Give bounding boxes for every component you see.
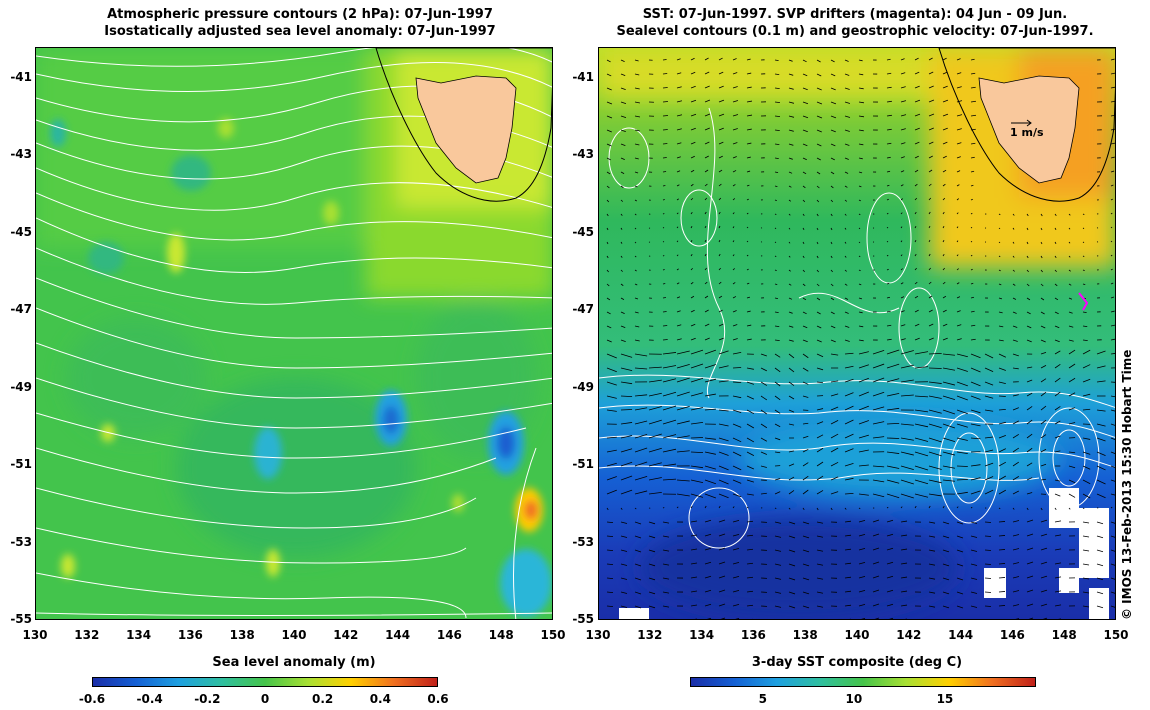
tasmania-landmass bbox=[415, 75, 517, 184]
right-colorbar-tick: 10 bbox=[845, 692, 863, 706]
left-xtick: 140 bbox=[281, 628, 307, 642]
right-title-line1: SST: 07-Jun-1997. SVP drifters (magenta)… bbox=[642, 7, 1068, 22]
right-colorbar-title: 3-day SST composite (deg C) bbox=[751, 655, 963, 670]
right-ytick: -51 bbox=[572, 457, 594, 472]
right-xtick: 138 bbox=[792, 628, 818, 642]
tasmania-coast-right bbox=[938, 48, 1115, 202]
right-ytick: -55 bbox=[572, 612, 594, 626]
right-ytick: -49 bbox=[572, 379, 594, 394]
left-xtick: 148 bbox=[488, 628, 514, 642]
left-colorbar-tick: -0.2 bbox=[194, 692, 221, 706]
reference-vector bbox=[1011, 119, 1032, 127]
right-xtick: 136 bbox=[740, 628, 766, 642]
left-ytick: -41 bbox=[10, 69, 32, 84]
right-xtick: 132 bbox=[637, 628, 663, 642]
left-ytick: -51 bbox=[10, 457, 32, 472]
right-xtick: 144 bbox=[948, 628, 974, 642]
reference-vector-label: 1 m/s bbox=[1010, 126, 1044, 139]
right-colorbar-tick: 15 bbox=[936, 692, 954, 706]
sea-level-anomaly-svg bbox=[36, 48, 552, 619]
left-ytick: -47 bbox=[10, 302, 32, 317]
sst-svg bbox=[599, 48, 1115, 619]
sst-colorbar bbox=[690, 677, 1036, 687]
svp-drifter-track bbox=[1078, 292, 1089, 311]
geostrophic-velocity-vectors bbox=[606, 57, 1115, 619]
left-colorbar-tick: 0.2 bbox=[312, 692, 334, 706]
sea-level-colorbar bbox=[92, 677, 438, 687]
left-xtick: 142 bbox=[333, 628, 359, 642]
left-colorbar-tick: 0.6 bbox=[427, 692, 449, 706]
right-ytick: -41 bbox=[572, 69, 594, 84]
right-ytick: -53 bbox=[572, 534, 594, 549]
left-colorbar-tick: 0.4 bbox=[369, 692, 391, 706]
left-xtick: 146 bbox=[436, 628, 462, 642]
right-xtick: 142 bbox=[896, 628, 922, 642]
left-panel-title: Atmospheric pressure contours (2 hPa): 0… bbox=[20, 6, 580, 40]
right-xtick: 148 bbox=[1051, 628, 1077, 642]
tasmania-landmass-right bbox=[978, 75, 1080, 184]
left-xtick: 134 bbox=[126, 628, 152, 642]
left-ytick: -55 bbox=[10, 612, 32, 626]
left-xtick: 150 bbox=[540, 628, 566, 642]
sst-velocity-map bbox=[598, 47, 1116, 620]
right-title-line2: Sealevel contours (0.1 m) and geostrophi… bbox=[616, 24, 1094, 39]
left-xtick: 132 bbox=[74, 628, 100, 642]
left-colorbar-title: Sea level anomaly (m) bbox=[212, 655, 376, 670]
ssh-field-blobs bbox=[36, 48, 552, 558]
left-xtick: 130 bbox=[22, 628, 48, 642]
left-xtick: 138 bbox=[229, 628, 255, 642]
cloud-masks bbox=[619, 488, 1109, 619]
tasmania-coast bbox=[375, 48, 552, 202]
left-xtick: 136 bbox=[177, 628, 203, 642]
right-xtick: 130 bbox=[585, 628, 611, 642]
left-ytick: -43 bbox=[10, 147, 32, 162]
right-xtick: 140 bbox=[844, 628, 870, 642]
left-colorbar-tick: -0.4 bbox=[136, 692, 163, 706]
right-xtick: 134 bbox=[689, 628, 715, 642]
left-title-line1: Atmospheric pressure contours (2 hPa): 0… bbox=[107, 7, 493, 22]
right-ytick: -43 bbox=[572, 147, 594, 162]
ssh-eddies bbox=[50, 118, 552, 617]
right-xtick: 150 bbox=[1103, 628, 1129, 642]
right-ytick: -47 bbox=[572, 302, 594, 317]
right-colorbar-tick: 5 bbox=[758, 692, 767, 706]
left-ytick: -53 bbox=[10, 534, 32, 549]
left-colorbar-tick: 0 bbox=[260, 692, 270, 706]
sea-level-anomaly-map bbox=[35, 47, 553, 620]
left-ytick: -49 bbox=[10, 379, 32, 394]
left-xtick: 144 bbox=[385, 628, 411, 642]
left-colorbar-tick: -0.6 bbox=[78, 692, 106, 706]
left-ytick: -45 bbox=[10, 224, 32, 239]
right-xtick: 146 bbox=[999, 628, 1025, 642]
right-panel-title: SST: 07-Jun-1997. SVP drifters (magenta)… bbox=[580, 6, 1130, 40]
copyright-notice: © IMOS 13-Feb-2013 15:30 Hobart Time bbox=[1120, 349, 1134, 620]
right-ytick: -45 bbox=[572, 224, 594, 239]
left-title-line2: Isostatically adjusted sea level anomaly… bbox=[104, 24, 496, 39]
